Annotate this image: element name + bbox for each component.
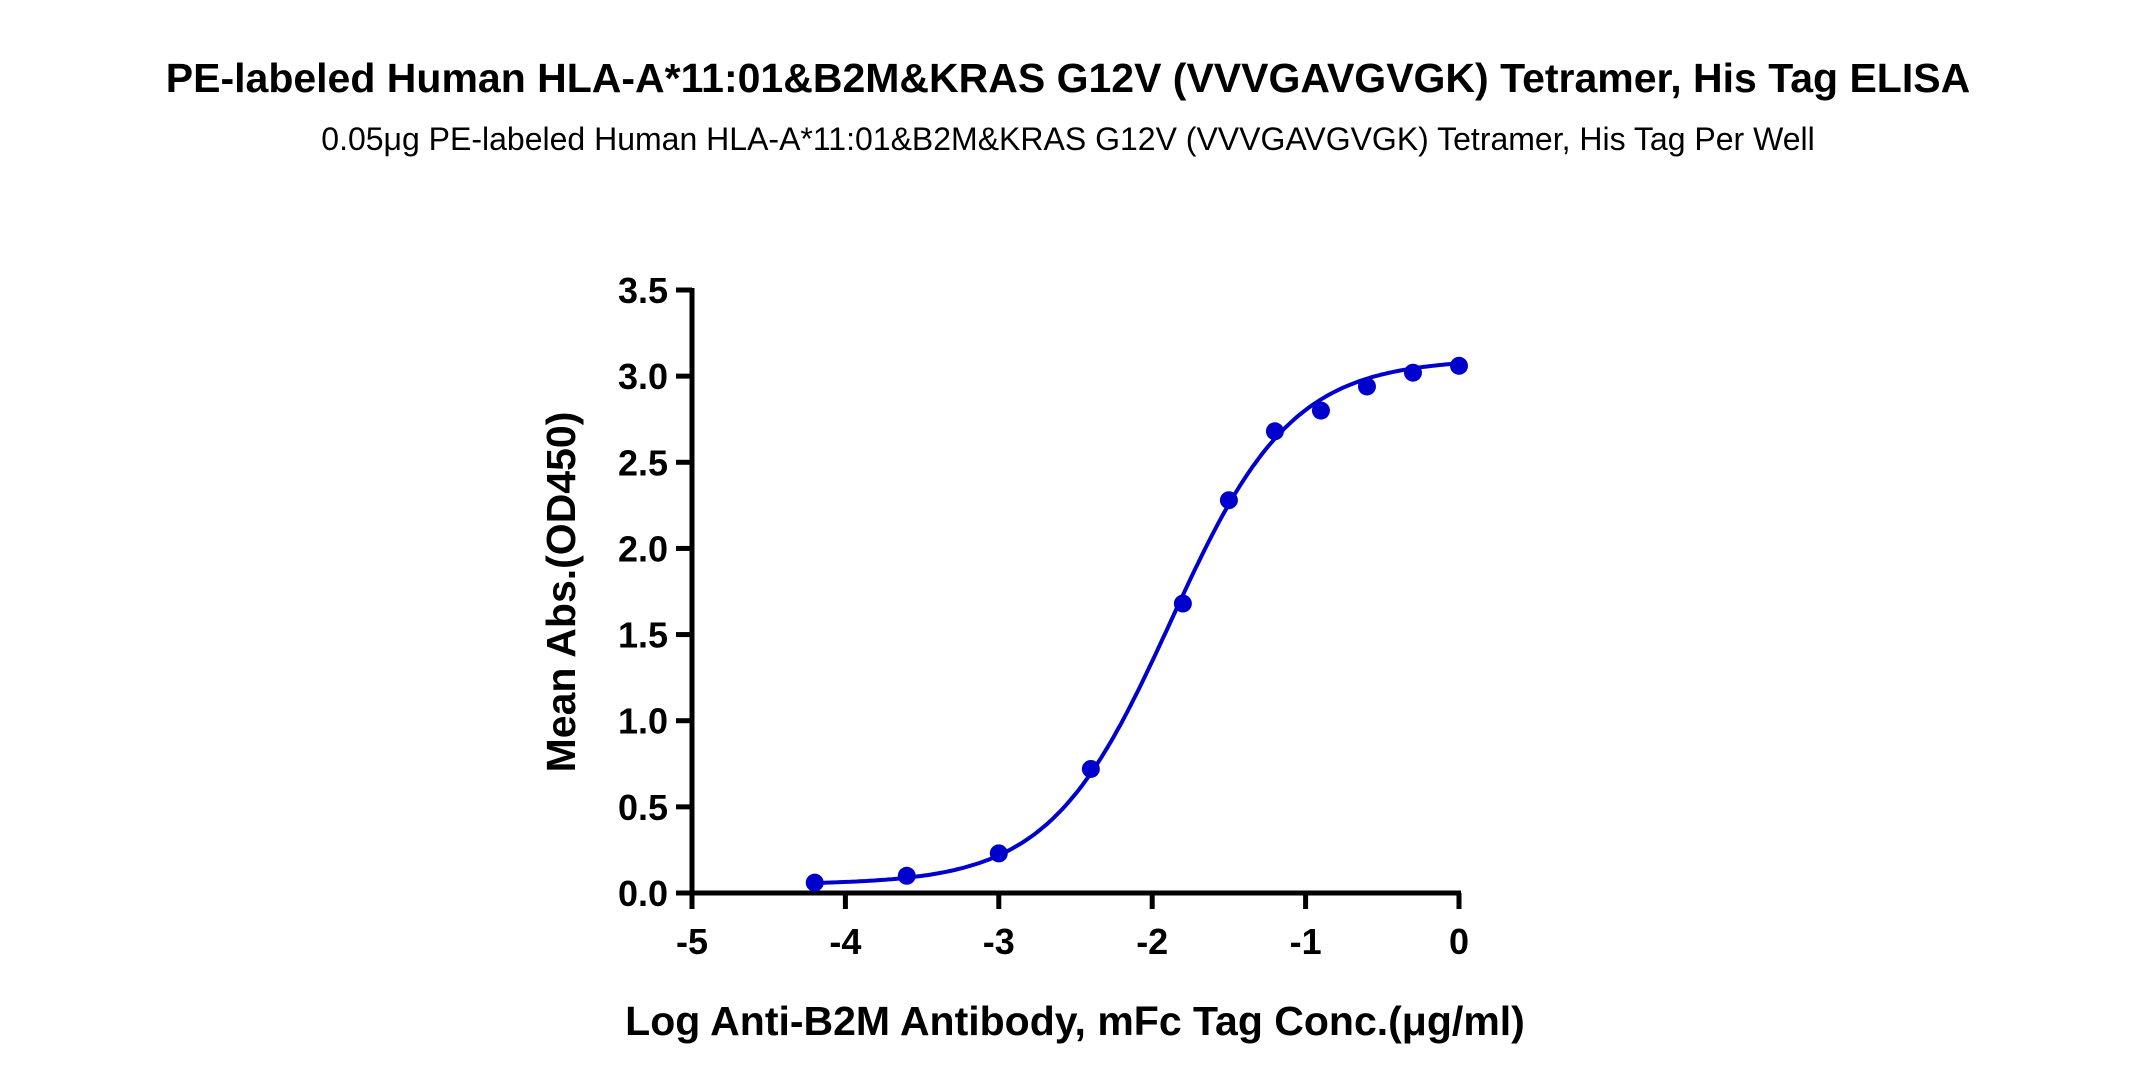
data-point [1403,363,1422,382]
data-point [1450,356,1468,375]
x-tick-label: -4 [829,921,861,962]
x-tick-label: -1 [1290,921,1322,962]
y-tick-label: 3.5 [618,270,668,311]
data-point [1357,377,1376,396]
x-tick-label: -2 [1136,921,1168,962]
x-axis-label: Log Anti-B2M Antibody, mFc Tag Conc.(μg/… [625,998,1525,1044]
x-tick-label: -3 [983,921,1015,962]
data-point [1173,594,1192,613]
y-tick-label: 2.0 [618,528,668,569]
data-point [805,873,824,892]
data-point [897,866,916,885]
chart-subtitle: 0.05μg PE-labeled Human HLA-A*11:01&B2M&… [321,121,1814,157]
data-points [805,356,1468,892]
y-tick-label: 1.5 [618,615,668,656]
axes: -5 -4 -3 -2 -1 0 0.0 0.5 1.0 1.5 2.0 2.5 3.0 3.5 [618,270,1469,962]
y-tick-label: 3.0 [618,356,668,397]
data-point [1219,491,1238,510]
data-point [989,844,1008,863]
chart-title: PE-labeled Human HLA-A*11:01&B2M&KRAS G1… [166,55,1970,101]
y-tick-label: 0.5 [618,787,668,828]
y-tick-label: 2.5 [618,442,668,483]
y-tick-label: 0.0 [618,873,668,914]
data-point [1081,759,1100,778]
x-tick-label: 0 [1449,921,1469,962]
y-tick-label: 1.0 [618,701,668,742]
fit-curve [814,361,1460,885]
x-tick-label: -5 [676,921,708,962]
data-point [1265,422,1284,441]
data-point [1311,401,1330,420]
y-axis-label: Mean Abs.(OD450) [538,412,584,773]
